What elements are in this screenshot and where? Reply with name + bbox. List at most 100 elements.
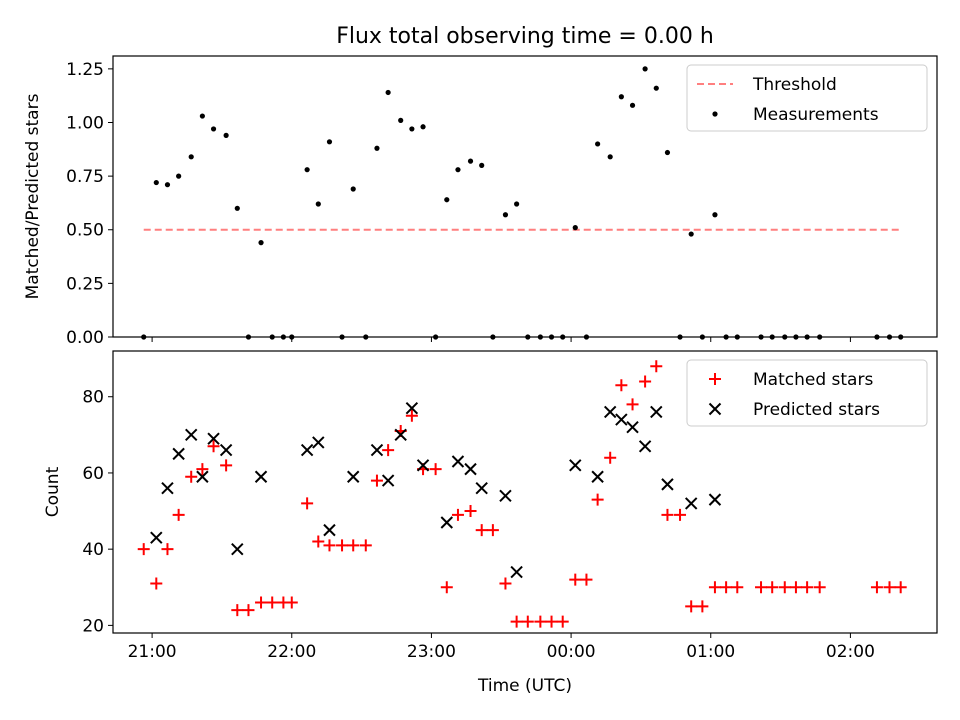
measurement-point bbox=[607, 154, 613, 160]
measurement-point bbox=[234, 205, 240, 211]
matched-star-marker bbox=[359, 539, 372, 552]
predicted-star-marker bbox=[569, 459, 582, 472]
predicted-star-marker bbox=[510, 565, 523, 579]
measurement-point bbox=[269, 334, 275, 340]
measurement-point bbox=[467, 158, 474, 164]
matched-star-marker bbox=[336, 539, 349, 552]
matched-star-marker bbox=[545, 615, 558, 628]
predicted-star-marker bbox=[231, 542, 244, 556]
matched-star-marker bbox=[185, 470, 198, 483]
legend: Matched stars Predicted stars bbox=[686, 359, 928, 427]
matched-star-marker bbox=[150, 577, 163, 590]
predicted-star-marker bbox=[161, 481, 174, 495]
measurement-point bbox=[258, 240, 264, 246]
matched-star-marker bbox=[894, 581, 907, 594]
predicted-star-marker bbox=[312, 436, 325, 449]
measurement-point bbox=[572, 225, 578, 231]
chart-title: Flux total observing time = 0.00 h bbox=[336, 24, 714, 49]
measurement-point bbox=[398, 117, 404, 123]
predicted-star-marker bbox=[638, 440, 652, 453]
predicted-star-marker bbox=[370, 443, 384, 457]
measurement-point bbox=[804, 334, 810, 340]
matched-star-marker bbox=[312, 535, 325, 548]
count-panel: 20 40 60 80 21:00 22:00 23:00 00:00 01:00 02:00 Co… bbox=[43, 350, 938, 696]
legend: Threshold Measurements bbox=[686, 64, 928, 132]
matched-star-marker bbox=[429, 463, 442, 476]
matched-star-marker bbox=[370, 474, 383, 487]
measurement-point bbox=[304, 167, 310, 173]
matched-star-marker bbox=[405, 409, 418, 422]
measurement-point bbox=[385, 89, 391, 96]
matched-star-marker bbox=[521, 615, 534, 628]
measurement-point bbox=[642, 66, 648, 72]
y-tick-label: 20 bbox=[82, 616, 104, 636]
predicted-star-marker bbox=[405, 401, 419, 415]
predicted-star-marker bbox=[591, 470, 604, 483]
y-tick-label: 80 bbox=[82, 388, 104, 408]
predicted-star-marker bbox=[381, 474, 395, 487]
matched-star-marker bbox=[708, 581, 721, 594]
ratio-panel: 0.00 0.25 0.50 0.75 1.00 1.25 Matched/Predicte… bbox=[23, 55, 938, 348]
measurement-point bbox=[210, 126, 217, 132]
y-tick-label: 0.50 bbox=[66, 221, 104, 241]
measurement-point bbox=[326, 139, 333, 145]
predicted-star-marker bbox=[661, 478, 674, 491]
measurement-point bbox=[712, 212, 718, 218]
matched-star-marker bbox=[650, 360, 663, 373]
predicted-star-marker bbox=[499, 489, 512, 503]
matched-star-marker bbox=[534, 615, 547, 628]
matched-star-marker bbox=[285, 596, 298, 609]
predicted-star-marker bbox=[394, 428, 407, 442]
measurement-point bbox=[548, 334, 555, 340]
matched-star-marker bbox=[499, 577, 512, 590]
predicted-star-marker bbox=[207, 432, 220, 445]
matched-star-marker bbox=[755, 581, 768, 594]
matched-star-marker bbox=[766, 581, 779, 594]
predicted-star-marker bbox=[416, 459, 430, 472]
x-tick-label: 22:00 bbox=[267, 642, 316, 662]
matched-star-marker bbox=[196, 463, 209, 476]
measurement-point bbox=[490, 334, 496, 340]
x-tick-label: 01:00 bbox=[686, 642, 735, 662]
predicted-star-marker bbox=[150, 531, 163, 544]
y-axis-label: Matched/Predicted stars bbox=[23, 93, 43, 299]
measurement-point bbox=[723, 334, 729, 340]
predicted-star-marker bbox=[196, 470, 209, 483]
measurement-point bbox=[769, 334, 775, 340]
y-tick-label: 40 bbox=[82, 540, 104, 560]
measurement-point bbox=[699, 334, 705, 340]
predicted-star-marker bbox=[185, 428, 198, 442]
y-tick-label: 0.75 bbox=[66, 167, 104, 187]
matched-star-marker bbox=[266, 596, 279, 609]
legend-label: Threshold bbox=[752, 75, 837, 95]
y-axis-label: Count bbox=[43, 466, 63, 517]
predicted-star-marker bbox=[440, 516, 453, 529]
predicted-star-marker bbox=[626, 421, 639, 434]
measurement-point bbox=[223, 132, 229, 138]
measurement-point bbox=[188, 154, 194, 160]
matched-star-marker bbox=[323, 539, 336, 552]
matched-star-marker bbox=[626, 398, 639, 411]
measurement-point bbox=[409, 126, 415, 132]
measurement-point bbox=[886, 334, 893, 340]
matched-star-marker bbox=[137, 543, 150, 556]
matched-star-marker bbox=[220, 459, 233, 472]
measurement-point bbox=[677, 334, 683, 340]
measurement-point bbox=[153, 179, 159, 186]
measurement-point bbox=[479, 162, 485, 168]
matched-star-marker bbox=[870, 581, 883, 594]
measurement-point bbox=[793, 334, 799, 340]
predicted-star-marker bbox=[323, 523, 336, 537]
matched-star-marker bbox=[347, 539, 360, 552]
matched-star-marker bbox=[883, 581, 896, 594]
matched-star-marker bbox=[696, 600, 709, 613]
matched-star-marker bbox=[440, 581, 453, 594]
matched-star-marker bbox=[661, 508, 674, 521]
matched-star-marker bbox=[813, 581, 826, 594]
matched-star-marker bbox=[172, 508, 185, 521]
measurement-point bbox=[782, 334, 788, 340]
matched-star-marker bbox=[231, 604, 244, 617]
measurement-point bbox=[758, 334, 764, 340]
matched-star-marker bbox=[801, 581, 814, 594]
